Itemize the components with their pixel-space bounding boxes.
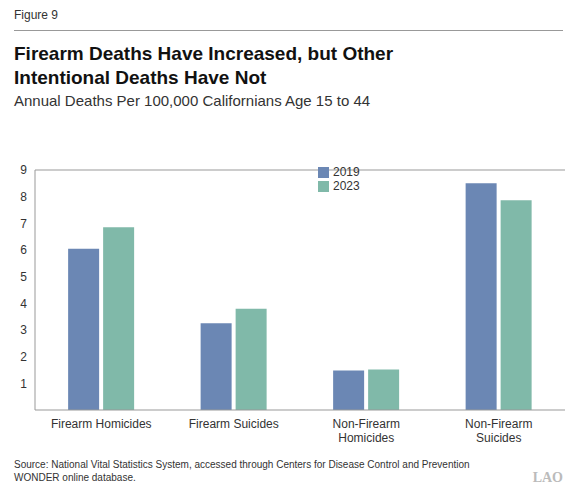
svg-text:6: 6 [20,243,27,257]
html-text:LAO: LAO [532,470,563,485]
svg-text:4: 4 [20,297,27,311]
svg-text:Firearm Homicides: Firearm Homicides [51,417,152,431]
svg-text:9: 9 [20,163,27,177]
html-text:Figure 9: Figure 9 [14,8,58,22]
svg-text:2: 2 [20,350,27,364]
svg-text:Firearm Suicides: Firearm Suicides [189,417,279,431]
svg-text:Non-FirearmSuicides: Non-FirearmSuicides [465,417,532,445]
html-text:2023: 2023 [333,179,360,193]
html-text:Annual Deaths Per 100,000 Cali: Annual Deaths Per 100,000 Californians A… [14,92,371,109]
html-text:2019: 2019 [333,165,360,179]
html-text:Firearm Deaths Have Increased,: Firearm Deaths Have Increased, but Other… [14,43,394,88]
svg-text:7: 7 [20,217,27,231]
html-text:Source: National Vital Statist: Source: National Vital Statistics System… [14,459,470,483]
svg-text:Non-FirearmHomicides: Non-FirearmHomicides [333,417,400,445]
svg-text:3: 3 [20,323,27,337]
svg-text:1: 1 [20,377,27,391]
svg-text:8: 8 [20,190,27,204]
svg-text:5: 5 [20,270,27,284]
